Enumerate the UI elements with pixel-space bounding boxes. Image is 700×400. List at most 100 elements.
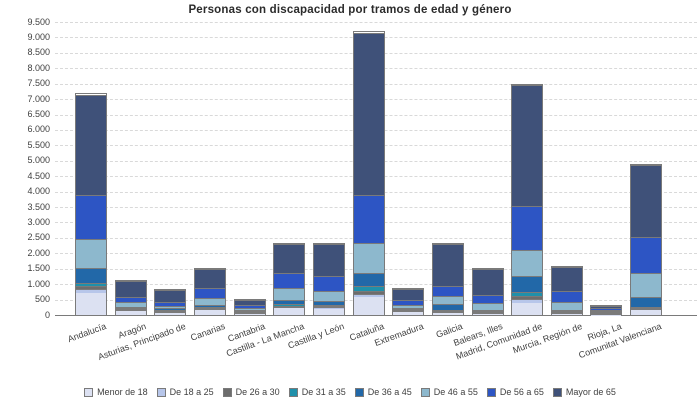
y-axis-label: 8.500 (27, 47, 50, 58)
y-axis-label: 8.000 (27, 62, 50, 73)
bar-segment (631, 164, 662, 238)
bar-rioja-la (590, 304, 623, 316)
legend-item: De 18 a 25 (156, 387, 214, 397)
bar-segment (194, 288, 225, 299)
x-axis-label: Andalucía (66, 321, 108, 345)
bar-segment (274, 300, 305, 305)
bar-segment (512, 276, 543, 293)
y-axis-label: 2.500 (27, 232, 50, 243)
bar-segment (155, 308, 186, 310)
y-axis-label: 0 (44, 309, 50, 320)
bar-segment (512, 205, 543, 250)
bar-castilla-y-le-n (312, 243, 345, 316)
y-axis-label: 7.500 (27, 78, 50, 89)
bar-canarias (193, 267, 226, 316)
bar-segment (393, 299, 424, 305)
bar-segment (393, 307, 424, 310)
legend-item: De 46 a 55 (420, 387, 478, 397)
legend-swatch-icon (222, 387, 232, 397)
bar-segment (76, 267, 106, 284)
bar-segment (76, 293, 106, 315)
bar-segment (155, 310, 186, 312)
bar-segment (194, 298, 225, 305)
bar-segment (234, 299, 265, 306)
bar-segment (393, 310, 424, 312)
bar-segment (551, 309, 582, 311)
legend-swatch-icon (84, 387, 94, 397)
bar-segment (76, 289, 106, 294)
y-axis-label: 1.500 (27, 263, 50, 274)
y-axis-label: 5.500 (27, 139, 50, 150)
bar-segment (115, 296, 146, 303)
bar-comunitat-valenciana (630, 163, 663, 316)
legend-swatch-icon (486, 387, 496, 397)
bar-segment (432, 312, 463, 315)
y-axis-label: 4.000 (27, 186, 50, 197)
bar-segment (313, 301, 344, 305)
bar-segment (155, 301, 186, 306)
legend-label: De 36 a 45 (367, 387, 412, 397)
legend-label: De 26 a 30 (235, 387, 280, 397)
bar-segment (591, 311, 622, 313)
bar-segment (353, 242, 384, 273)
bar-galicia (431, 243, 464, 316)
bar-segment (274, 307, 305, 315)
bar-segment (551, 267, 582, 292)
bar-segment (631, 310, 662, 315)
bar-segment (234, 313, 265, 315)
bar-segment (472, 312, 503, 314)
bar-catalu-a (352, 31, 385, 316)
legend-label: De 56 a 65 (499, 387, 544, 397)
bar-segment (313, 304, 344, 307)
bar-segment (631, 309, 662, 311)
bar-segment (155, 290, 186, 302)
bar-segment (155, 312, 186, 315)
bar-segment (313, 308, 344, 315)
bar-segment (472, 303, 503, 310)
bar-segment (393, 288, 424, 300)
bar-segment (472, 268, 503, 296)
bar-segment (432, 303, 463, 310)
x-axis-label: Canarias (189, 321, 227, 343)
bar-segment (194, 310, 225, 315)
legend-swatch-icon (420, 387, 430, 397)
bar-segment (115, 311, 146, 315)
bar-segment (591, 313, 622, 315)
bar-castilla-la-mancha (273, 243, 306, 316)
bar-segment (631, 308, 662, 310)
legend-label: Menor de 18 (97, 387, 148, 397)
legend-item: De 26 a 30 (222, 387, 280, 397)
bar-segment (194, 304, 225, 308)
legend-item: Mayor de 65 (552, 387, 616, 397)
bar-segment (194, 268, 225, 289)
bar-segment (551, 301, 582, 310)
bar-segment (551, 312, 582, 314)
bar-segment (551, 313, 582, 315)
bar-segment (631, 237, 662, 273)
bar-segment (591, 308, 622, 310)
bar-segment (353, 296, 384, 315)
bar-arag-n (114, 280, 147, 316)
bar-segment (631, 306, 662, 309)
bar-segment (313, 291, 344, 302)
bar-segment (353, 285, 384, 291)
y-axis-label: 1.000 (27, 278, 50, 289)
gridline (55, 22, 697, 23)
bar-segment (76, 195, 106, 239)
bar-segment (76, 238, 106, 268)
bar-segment (631, 272, 662, 297)
bar-segment (274, 306, 305, 308)
legend-item: De 36 a 45 (354, 387, 412, 397)
legend-label: Mayor de 65 (565, 387, 616, 397)
legend-swatch-icon (156, 387, 166, 397)
bar-segment (353, 194, 384, 243)
bar-segment (234, 310, 265, 312)
bar-segment (432, 309, 463, 311)
y-axis-label: 5.000 (27, 155, 50, 166)
bar-asturias-principado-de (154, 289, 187, 316)
bar-segment (234, 309, 265, 311)
bar-segment (393, 309, 424, 311)
bar-segment (591, 310, 622, 312)
legend: Menor de 18 De 18 a 25 De 26 a 30 De 31 a 3… (0, 387, 700, 397)
